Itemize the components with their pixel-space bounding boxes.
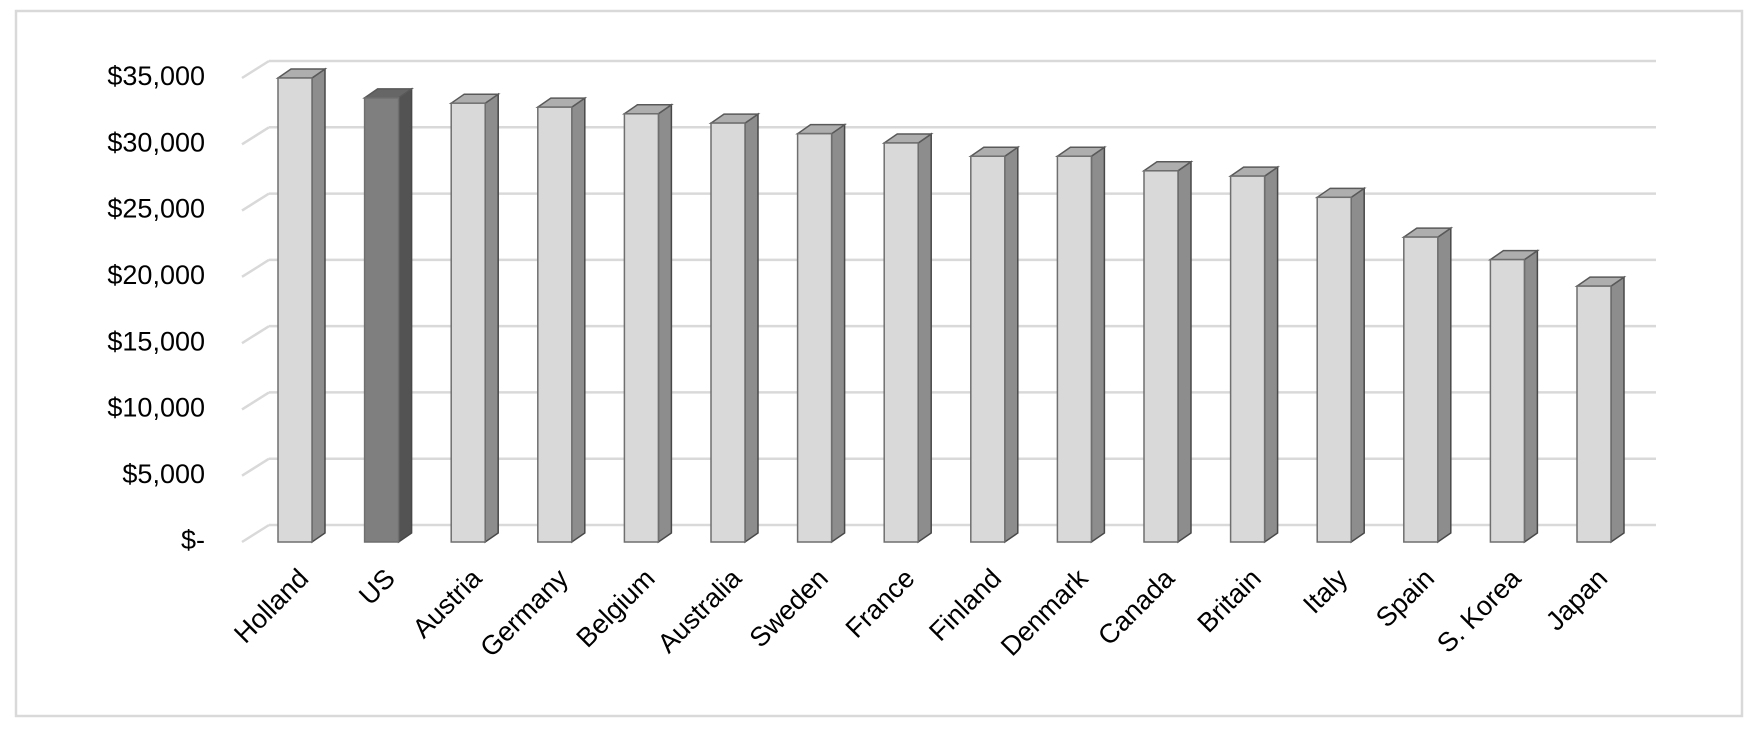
grid-line-side [241, 457, 270, 477]
bar-group [1314, 186, 1367, 544]
bar [1403, 236, 1439, 543]
bar [1316, 196, 1352, 543]
bar-side [1523, 249, 1539, 544]
grid-line-side [241, 258, 270, 278]
bar-side [484, 92, 499, 544]
bar-side [1090, 145, 1106, 544]
bar-side [917, 132, 932, 544]
y-tick-label: $30,000 [107, 127, 205, 157]
bar-side [1437, 226, 1452, 544]
bar-group [535, 96, 588, 544]
bar-side [1177, 160, 1192, 544]
bar [277, 77, 313, 543]
bar [363, 97, 400, 543]
grid-line-side [241, 325, 270, 345]
bar-side [571, 96, 586, 544]
bar-side [1263, 165, 1279, 544]
grid-line-side [241, 523, 270, 544]
bar-group [708, 112, 761, 544]
bar [623, 113, 660, 543]
bar-group [881, 132, 934, 544]
bar-group [1487, 249, 1540, 544]
bar-group [1054, 145, 1107, 544]
y-tick-label: $15,000 [107, 326, 205, 356]
bar [970, 155, 1006, 543]
bar-group [968, 145, 1021, 544]
bar-side [1004, 145, 1019, 544]
bar-group [1401, 226, 1454, 544]
y-tick-label: $10,000 [107, 393, 205, 423]
bar-group [795, 123, 848, 544]
bar [537, 106, 573, 543]
bar-side [830, 123, 846, 544]
bar [796, 132, 833, 543]
bar-group [1574, 275, 1627, 544]
bar-group [362, 87, 415, 544]
bar-group [275, 67, 328, 544]
bar-group [448, 92, 501, 544]
bar [1489, 258, 1526, 543]
bar [1143, 170, 1179, 543]
y-tick-label: $20,000 [107, 260, 205, 290]
bar [1056, 155, 1093, 543]
bar [450, 102, 486, 543]
bar-side [744, 112, 759, 544]
grid-line-side [241, 126, 270, 146]
bar [1229, 175, 1266, 543]
bar-side [311, 67, 326, 544]
bar-side [397, 87, 413, 544]
y-tick-label: $35,000 [107, 61, 205, 91]
grid-line-side [241, 391, 270, 411]
bar [710, 122, 746, 543]
y-tick-label: $5,000 [122, 459, 205, 489]
bar-group [621, 103, 674, 544]
grid-line-side [241, 192, 270, 212]
bar-group [1141, 160, 1194, 544]
bar [1576, 285, 1612, 543]
bar-side [1610, 275, 1625, 544]
bar-group [1228, 165, 1281, 544]
bar-side [657, 103, 673, 544]
grid-line-side [241, 59, 270, 80]
y-tick-label: $25,000 [107, 194, 205, 224]
bar [883, 142, 919, 543]
bar-side [1350, 186, 1365, 544]
y-tick-label: $- [181, 525, 205, 555]
